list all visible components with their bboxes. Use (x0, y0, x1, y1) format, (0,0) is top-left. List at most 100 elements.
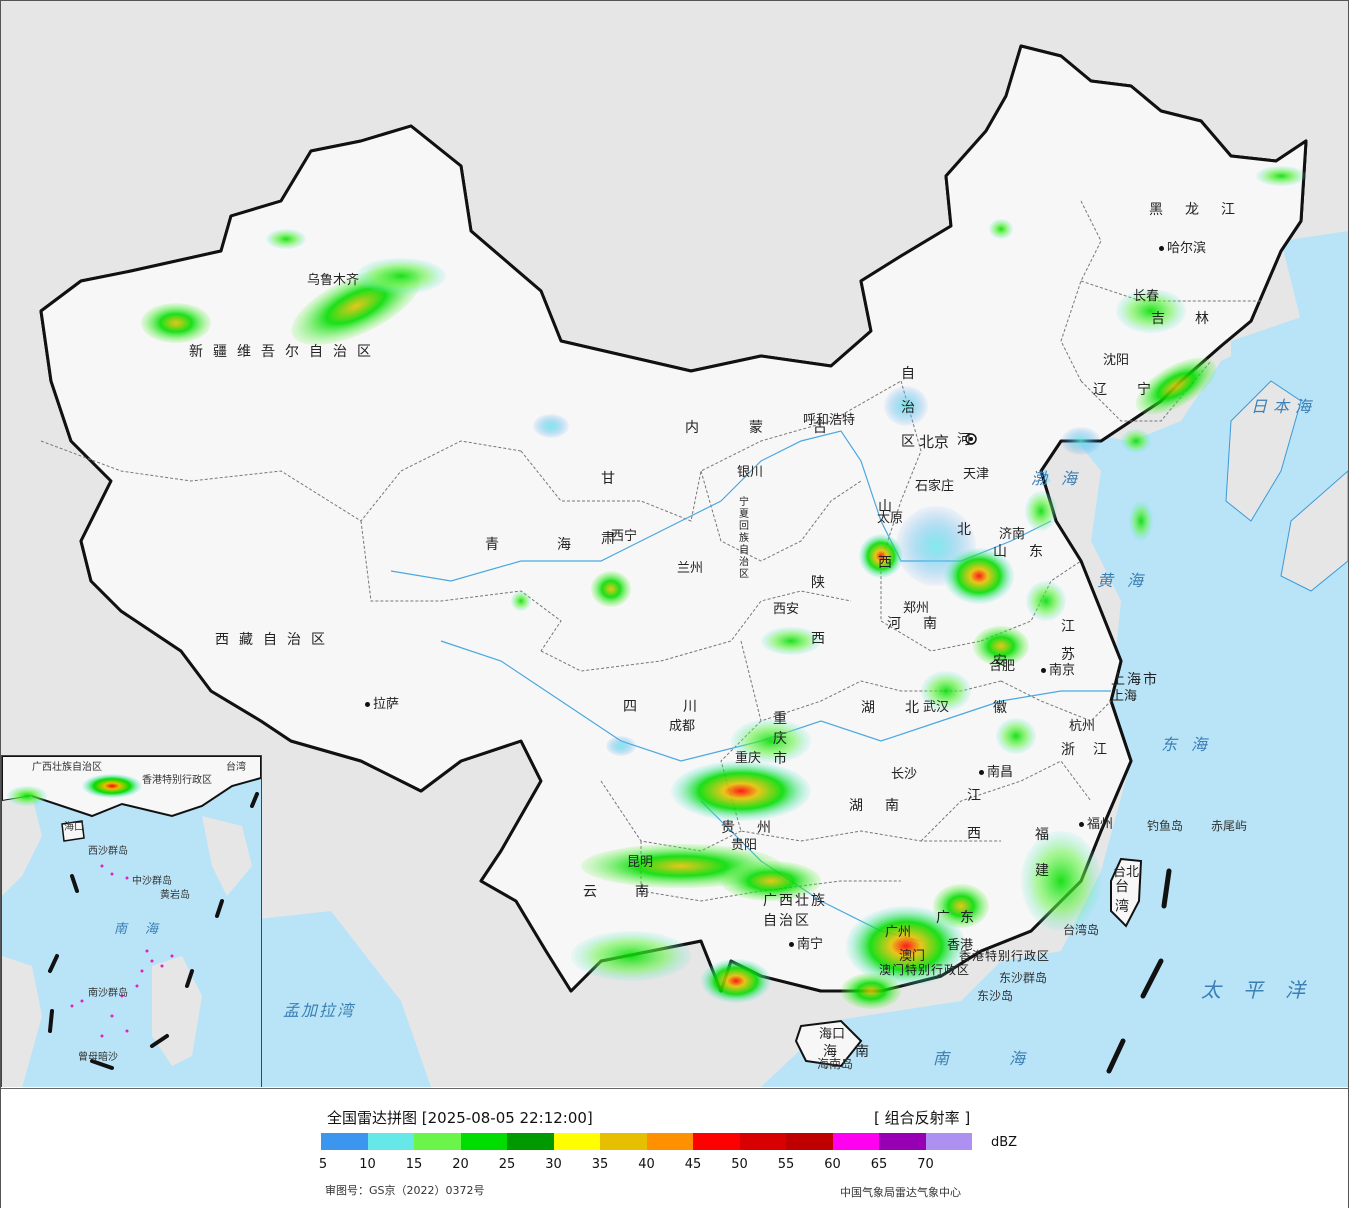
colorbar-swatch-1 (367, 1133, 414, 1150)
colorbar-swatch-13 (925, 1133, 972, 1150)
city-hangzhou: 杭州 (1069, 719, 1096, 734)
region-label-shanxi: 山西 (878, 499, 892, 571)
city-taipei: 台北 (1113, 865, 1140, 880)
region-label-hainan: 海南 (823, 1044, 887, 1060)
city-hongkong: 香港 (947, 938, 974, 953)
region-label-jiangsu: 江苏 (1061, 619, 1075, 663)
region-label-guangxi: 广西壮族自治区 (763, 893, 827, 929)
colorbar-tick-label: 20 (452, 1157, 469, 1172)
island-dongsha-qundao: 东沙群岛 (999, 971, 1048, 985)
city-lanzhou: 兰州 (677, 561, 704, 576)
region-label-taiwan: 台湾 (1115, 879, 1129, 915)
region-label-heilongjiang: 黑龙江 (1149, 202, 1257, 218)
inset-label-zhongsha: 中沙群岛 (132, 876, 172, 887)
city-nanning: 南宁 (789, 933, 823, 952)
region-label-zhejiang: 浙江 (1061, 742, 1125, 758)
island-hainan: 海南岛 (817, 1057, 854, 1071)
region-label-chongqing: 重庆市 (773, 711, 787, 767)
region-label-yunnan: 云南 (583, 884, 687, 900)
region-label-fujian: 福建 (1035, 827, 1049, 879)
legend-title: 全国雷达拼图 [2025-08-05 22:12:00] (327, 1109, 593, 1127)
city-xining: 西宁 (611, 529, 638, 544)
city-harbin: 哈尔滨 (1159, 237, 1206, 256)
region-label-shanghai: 上海市 (1111, 672, 1159, 688)
city-yinchuan: 银川 (737, 465, 764, 480)
region-label-henan: 河南 (887, 616, 959, 632)
city-zhengzhou: 郑州 (903, 601, 930, 616)
colorbar-tick-label: 60 (824, 1157, 841, 1172)
region-label-hongkong: 香港特别行政区 (959, 949, 1051, 963)
region-label-sichuan: 四川 (623, 699, 743, 715)
city-changsha: 长沙 (891, 767, 918, 782)
island-diaoyu: 钓鱼岛 (1147, 819, 1184, 833)
colorbar-swatch-11 (832, 1133, 879, 1150)
city-jinan: 济南 (999, 527, 1026, 542)
colorbar-tick-label: 55 (777, 1157, 795, 1172)
colorbar-tick-label: 50 (731, 1157, 748, 1172)
city-lhasa: 拉萨 (365, 693, 399, 712)
colorbar-tick-label: 70 (917, 1157, 934, 1172)
inset-label-huangyan: 黄岩岛 (160, 890, 190, 901)
inset-label-nanhai: 南海 (114, 922, 177, 937)
inset-label-taiwan: 台湾 (226, 762, 246, 773)
region-label-hubei: 湖北 (861, 700, 949, 716)
map-review-number: 审图号：GS京（2022）0372号 (325, 1184, 485, 1197)
region-label-xizang: 西藏自治区 (215, 632, 335, 648)
island-dongsha: 东沙岛 (977, 989, 1014, 1003)
region-label-jiangxi: 江西 (967, 788, 981, 842)
colorbar-tick-label: 25 (498, 1157, 516, 1172)
sea-huanghai: 黄海 (1097, 571, 1158, 590)
sea-bay-of-bengal: 孟加拉湾 (283, 1001, 356, 1020)
inset-label-hongkong: 香港特别行政区 (142, 775, 212, 786)
city-guiyang: 贵阳 (731, 838, 758, 853)
city-chengdu: 成都 (669, 719, 696, 734)
colorbar-swatch-6 (600, 1133, 647, 1150)
colorbar-swatch-12 (879, 1133, 926, 1150)
region-label-gansu: 甘肃 (601, 471, 615, 547)
region-label-xinjiang: 新疆维吾尔自治区 (189, 344, 381, 360)
colorbar-swatch-10 (786, 1133, 833, 1150)
region-label-qinghai: 青海 (485, 537, 629, 553)
colorbar-swatch-5 (553, 1133, 600, 1150)
sea-donghai: 东海 (1161, 735, 1222, 754)
city-macau: 澳门 (899, 949, 926, 964)
city-nanchang: 南昌 (979, 761, 1013, 780)
colorbar-tick-label: 10 (359, 1157, 376, 1172)
legend-unit: dBZ (991, 1135, 1018, 1150)
organization-name: 中国气象局雷达气象中心 (840, 1186, 961, 1199)
colorbar-swatch-3 (460, 1133, 507, 1150)
sea-bohai: 渤海 (1031, 469, 1092, 488)
south-china-sea-inset: 广西壮族自治区 香港特别行政区 台湾 海口 西沙群岛 中沙群岛 黄岩岛 南海 南… (1, 755, 262, 1087)
inset-map (2, 756, 261, 1087)
legend-product-name: [ 组合反射率 ] (874, 1109, 971, 1127)
region-label-zizhiqu: 自治区 (901, 366, 915, 450)
region-label-hunan: 湖南 (849, 798, 921, 814)
island-taiwan: 台湾岛 (1063, 923, 1100, 937)
colorbar-swatch-7 (646, 1133, 693, 1150)
legend-panel: 全国雷达拼图 [2025-08-05 22:12:00] [ 组合反射率 ] 5… (1, 1088, 1348, 1208)
city-kunming: 昆明 (627, 855, 654, 870)
inset-label-haikou: 海口 (64, 822, 84, 833)
city-shanghai: 上海 (1111, 689, 1138, 704)
city-beijing: 北京 (919, 433, 950, 451)
sea-nanhai: 南海 (933, 1049, 1086, 1068)
region-label-jilin: 吉林 (1151, 311, 1239, 327)
radar-map: 新疆维吾尔自治区 西藏自治区 青海 甘肃 内蒙古 自治区 黑龙江 吉林 辽宁 河… (1, 1, 1348, 1087)
region-label-anhui: 安徽 (993, 654, 1007, 716)
colorbar-tick-label: 35 (591, 1157, 609, 1172)
sea-pacific: 太平洋 (1201, 978, 1327, 1002)
colorbar-tick-label: 5 (318, 1157, 328, 1172)
city-xian: 西安 (773, 602, 800, 617)
colorbar-swatch-2 (414, 1133, 461, 1150)
colorbar-swatch-8 (693, 1133, 740, 1150)
colorbar-tick-label: 30 (545, 1157, 562, 1172)
colorbar-swatch-9 (739, 1133, 786, 1150)
region-label-shaanxi: 陕西 (811, 575, 825, 647)
region-label-liaoning: 辽宁 (1093, 382, 1181, 398)
city-guangzhou: 广州 (885, 925, 912, 940)
colorbar-tick-label: 45 (684, 1157, 702, 1172)
city-urumqi: 乌鲁木齐 (307, 273, 360, 288)
city-changchun: 长春 (1133, 289, 1160, 304)
city-tianjin: 天津 (963, 467, 990, 482)
